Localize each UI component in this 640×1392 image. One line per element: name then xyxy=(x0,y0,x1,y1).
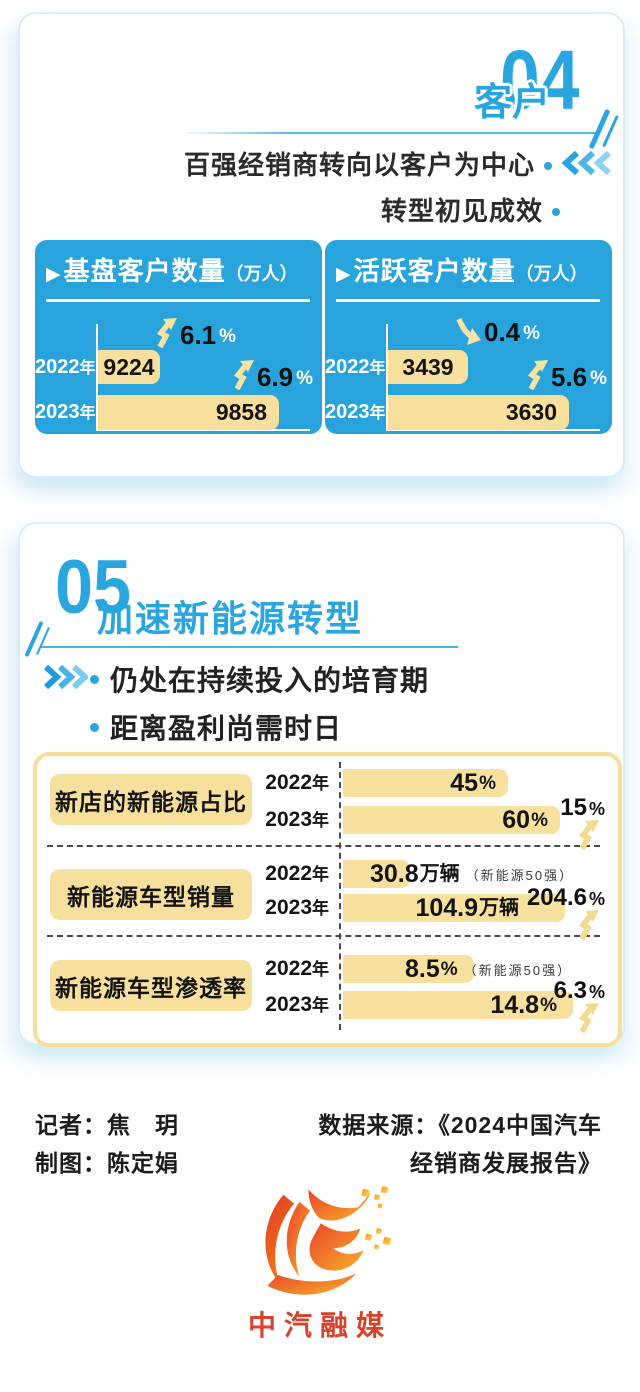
change-label: 6.1 % xyxy=(153,318,236,348)
up-arrow-icon xyxy=(574,1003,600,1038)
change-label: 6.9 % xyxy=(230,360,313,390)
slash-decor xyxy=(588,108,611,150)
bar-value: 3439 xyxy=(402,353,454,380)
year-label: 2022年 xyxy=(325,356,386,378)
slash-decor xyxy=(24,620,44,658)
axis-line xyxy=(96,324,98,431)
down-arrow-icon xyxy=(456,318,481,345)
bullet-line-1: 仍处在持续投入的培育期 xyxy=(90,660,429,698)
year-label: 2023年 xyxy=(325,401,386,423)
group-label-ev-sales: 新能源车型销量 xyxy=(50,869,252,920)
panel-unit: （万人） xyxy=(515,264,588,284)
bullet-dot xyxy=(544,162,552,170)
logo-wordmark: 中汽融媒 xyxy=(247,1310,392,1341)
panel-title-text: 基盘客户数量 xyxy=(63,256,226,286)
year-label: 2022年 xyxy=(35,356,96,378)
chevrons-right-icon xyxy=(42,664,90,695)
play-arrow-icon: ▶ xyxy=(336,264,351,285)
logo-flame-icon xyxy=(265,1186,391,1295)
section-number-04: 04 xyxy=(499,33,579,127)
panel-title-underline xyxy=(336,299,600,302)
note-label: （新能源50强） xyxy=(465,867,575,883)
group-label-ev-penetration: 新能源车型渗透率 xyxy=(50,960,252,1011)
bar-2023: 9858 xyxy=(98,395,279,430)
panel-title-underline xyxy=(46,299,310,302)
up-arrow-icon xyxy=(156,318,177,348)
bar-2023-newstore: 60% xyxy=(343,806,560,834)
bullet-dot xyxy=(90,722,99,732)
up-arrow-icon xyxy=(574,820,600,855)
axis-line xyxy=(386,324,388,431)
panel-active-customers: ▶ 活跃客户数量 （万人） 2022年 3439 0.4 % xyxy=(325,240,612,434)
bullet-dot xyxy=(552,208,560,216)
subtitle-line-1: 百强经销商转向以客户为中心 xyxy=(20,146,613,180)
year-label: 2023年 xyxy=(265,896,329,919)
bar-value-row: 8.5% （新能源50强） xyxy=(405,954,573,983)
bar-2023-ev-penetration: 14.8% xyxy=(343,991,573,1019)
panel-title: ▶ 活跃客户数量 （万人） xyxy=(336,251,588,288)
panel-title-text: 活跃客户数量 xyxy=(353,256,516,286)
year-label: 2022年 xyxy=(265,862,329,885)
designer-credit: 制图：陈定娟 xyxy=(35,1150,179,1176)
year-label: 2022年 xyxy=(265,957,329,980)
reporter-credit: 记者：焦 玥 xyxy=(35,1112,179,1138)
section-04-card: 04 客户 百强经销商转向以客户为中心 转型初见成效 ▶ 基盘客户数量 （万人） xyxy=(18,12,625,478)
year-label: 2022年 xyxy=(265,771,329,794)
bar-2023: 3630 xyxy=(388,395,569,430)
subtitle-line-2: 转型初见成效 xyxy=(20,192,560,226)
section-keyword: 客户 xyxy=(474,82,551,124)
up-arrow-icon xyxy=(574,910,600,945)
section-05-card: 05 加速新能源转型 仍处在持续投入的培育期 距离盈利尚需时日 新店的新能 xyxy=(18,522,625,1047)
note-label: （新能源50强） xyxy=(463,962,573,978)
data-source-line2: 经销商发展报告》 xyxy=(410,1150,602,1176)
header-underline xyxy=(185,132,595,134)
panel-base-customers: ▶ 基盘客户数量 （万人） 2022年 9224 6.1 % xyxy=(35,240,322,434)
group-label-newstore: 新店的新能源占比 xyxy=(50,774,252,825)
change-label: 0.4 % xyxy=(455,318,540,345)
play-arrow-icon: ▶ xyxy=(46,264,61,285)
section-number-05: 05 xyxy=(55,545,132,630)
change-label: 15% xyxy=(560,794,605,821)
bar-value: 3630 xyxy=(505,399,557,425)
change-label: 6.3% xyxy=(553,977,605,1004)
chevrons-left-icon xyxy=(561,150,612,176)
bar-2022-ev-sales xyxy=(343,860,410,888)
subtitle-text: 百强经销商转向以客户为中心 xyxy=(183,149,535,180)
year-label: 2023年 xyxy=(35,401,96,423)
dashed-separator xyxy=(47,935,600,937)
data-source-block: 数据来源：《2024中国汽车 经销商发展报告》 xyxy=(318,1106,602,1182)
bar-value-row: 30.8 万辆 （新能源50强） xyxy=(370,859,575,888)
year-label: 2023年 xyxy=(265,993,329,1016)
subtitle-text: 转型初见成效 xyxy=(380,195,543,226)
bar-value: 9858 xyxy=(215,399,267,425)
year-label: 2023年 xyxy=(265,808,329,831)
publisher-logo: 中汽融媒 xyxy=(0,1184,640,1344)
ev-data-board: 新店的新能源占比 2022年 45% 2023年 60% 15% xyxy=(33,752,622,1047)
data-source-line1: 数据来源：《2024中国汽车 xyxy=(318,1112,602,1138)
dashed-separator xyxy=(47,845,600,847)
bar-2022-newstore: 45% xyxy=(343,769,508,797)
change-label: 204.6% xyxy=(526,884,605,911)
header-underline xyxy=(40,646,458,648)
up-arrow-icon xyxy=(527,360,548,390)
baseline xyxy=(386,429,600,431)
up-arrow-icon xyxy=(233,360,254,390)
bar-value: 9224 xyxy=(103,353,155,380)
bar-2022: 9224 xyxy=(98,350,160,384)
credits-block: 记者：焦 玥 制图：陈定娟 xyxy=(35,1106,179,1182)
bar-2022-ev-penetration xyxy=(343,955,474,983)
bullet-line-2: 距离盈利尚需时日 xyxy=(90,708,342,746)
section-title: 加速新能源转型 xyxy=(97,598,364,639)
baseline xyxy=(96,429,310,431)
panel-title: ▶ 基盘客户数量 （万人） xyxy=(46,251,298,288)
change-label: 5.6 % xyxy=(524,360,607,390)
bar-2022: 3439 xyxy=(388,350,468,384)
panel-unit: （万人） xyxy=(225,264,298,284)
bar-2023-ev-sales: 104.9 万辆 xyxy=(343,894,565,922)
dashed-axis xyxy=(339,762,341,1030)
bullet-dot xyxy=(90,674,99,684)
